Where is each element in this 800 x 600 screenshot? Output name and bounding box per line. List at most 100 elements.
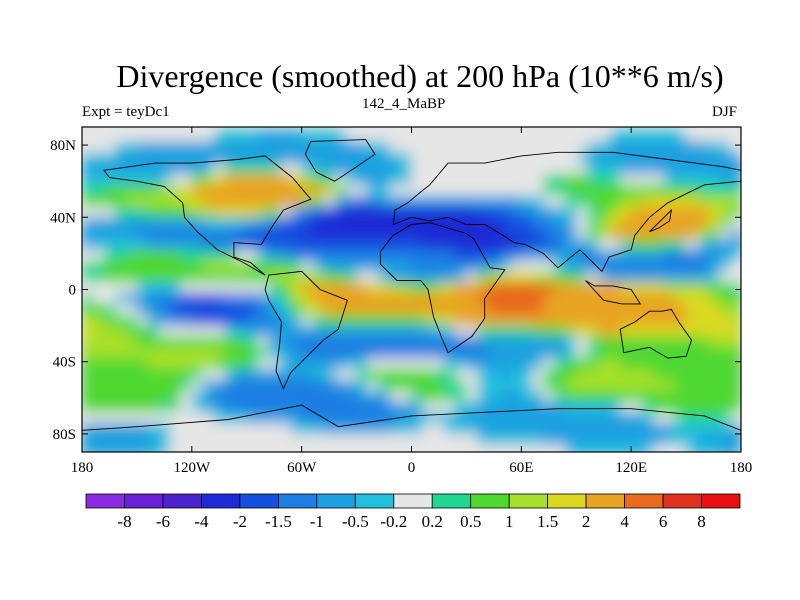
field-cell	[202, 314, 215, 327]
field-cell	[642, 314, 654, 327]
field-cell	[587, 390, 599, 403]
field-cell	[422, 314, 435, 327]
field-cell	[554, 368, 567, 381]
field-cell	[653, 368, 665, 381]
colorbar-swatch	[470, 493, 510, 509]
field-cell	[631, 163, 643, 175]
colorbar-swatch	[393, 493, 433, 509]
field-cell	[521, 249, 534, 262]
field-cell	[521, 195, 534, 208]
field-cell	[620, 163, 632, 175]
field-cell	[323, 412, 336, 424]
field-cell	[532, 401, 545, 413]
field-cell	[389, 184, 402, 197]
field-cell	[367, 152, 380, 164]
field-cell	[433, 152, 446, 164]
field-cell	[378, 325, 391, 338]
field-cell	[675, 336, 687, 348]
field-cell	[642, 228, 654, 240]
field-cell	[466, 271, 479, 283]
field-cell	[246, 368, 259, 381]
field-cell	[191, 314, 204, 327]
field-cell	[510, 173, 523, 186]
field-cell	[499, 228, 512, 240]
field-cell	[136, 293, 149, 305]
field-cell	[169, 379, 182, 392]
field-cell	[147, 141, 160, 153]
field-cell	[433, 130, 446, 143]
field-cell	[180, 401, 193, 413]
field-cell	[697, 184, 709, 197]
field-cell	[730, 347, 741, 359]
field-cell	[444, 152, 457, 164]
field-cell	[466, 206, 479, 218]
field-cell	[488, 401, 501, 413]
field-cell	[433, 282, 446, 294]
colorbar-swatch	[547, 493, 587, 509]
field-cell	[719, 358, 731, 370]
field-cell	[653, 184, 665, 197]
field-cell	[697, 282, 709, 294]
field-cell	[115, 293, 127, 305]
field-cell	[466, 293, 479, 305]
field-cell	[323, 368, 336, 381]
field-cell	[708, 260, 720, 273]
field-cell	[411, 390, 424, 403]
field-cell	[554, 141, 567, 153]
field-cell	[290, 401, 303, 413]
field-cell	[224, 293, 237, 305]
field-cell	[521, 325, 534, 338]
field-cell	[444, 195, 457, 208]
field-cell	[532, 163, 545, 175]
field-cell	[334, 271, 347, 283]
field-cell	[268, 249, 281, 262]
field-cell	[125, 314, 138, 327]
field-cell	[697, 260, 709, 273]
field-cell	[235, 358, 248, 370]
field-cell	[246, 325, 259, 338]
field-cell	[268, 444, 281, 452]
field-cell	[312, 173, 325, 186]
field-cell	[279, 358, 292, 370]
field-cell	[136, 141, 149, 153]
field-cell	[356, 401, 369, 413]
field-cell	[532, 347, 545, 359]
field-cell	[565, 314, 578, 327]
field-cell	[565, 358, 578, 370]
field-cell	[389, 401, 402, 413]
field-cell	[532, 173, 545, 186]
field-cell	[202, 195, 215, 208]
field-cell	[334, 238, 347, 251]
field-cell	[180, 293, 193, 305]
field-cell	[631, 271, 643, 283]
field-cell	[246, 238, 259, 251]
field-cell	[708, 195, 720, 208]
field-cell	[466, 433, 479, 446]
field-cell	[576, 282, 589, 294]
field-cell	[642, 412, 654, 424]
field-cell	[488, 206, 501, 218]
field-cell	[213, 163, 226, 175]
field-cell	[180, 423, 193, 435]
field-cell	[191, 184, 204, 197]
field-cell	[257, 325, 270, 338]
field-cell	[104, 152, 116, 164]
field-cell	[104, 347, 116, 359]
field-cell	[653, 401, 665, 413]
field-cell	[444, 184, 457, 197]
field-cell	[323, 271, 336, 283]
field-cell	[697, 173, 709, 186]
colorbar-swatch	[662, 493, 702, 509]
field-cell	[532, 249, 545, 262]
field-cell	[620, 390, 632, 403]
field-cell	[697, 347, 709, 359]
field-cell	[653, 412, 665, 424]
field-cell	[312, 423, 325, 435]
field-cell	[93, 358, 105, 370]
field-cell	[686, 249, 698, 262]
field-cell	[367, 228, 380, 240]
field-cell	[323, 141, 336, 153]
field-cell	[576, 412, 589, 424]
field-cell	[455, 163, 468, 175]
colorbar-label: -0.2	[380, 512, 407, 531]
